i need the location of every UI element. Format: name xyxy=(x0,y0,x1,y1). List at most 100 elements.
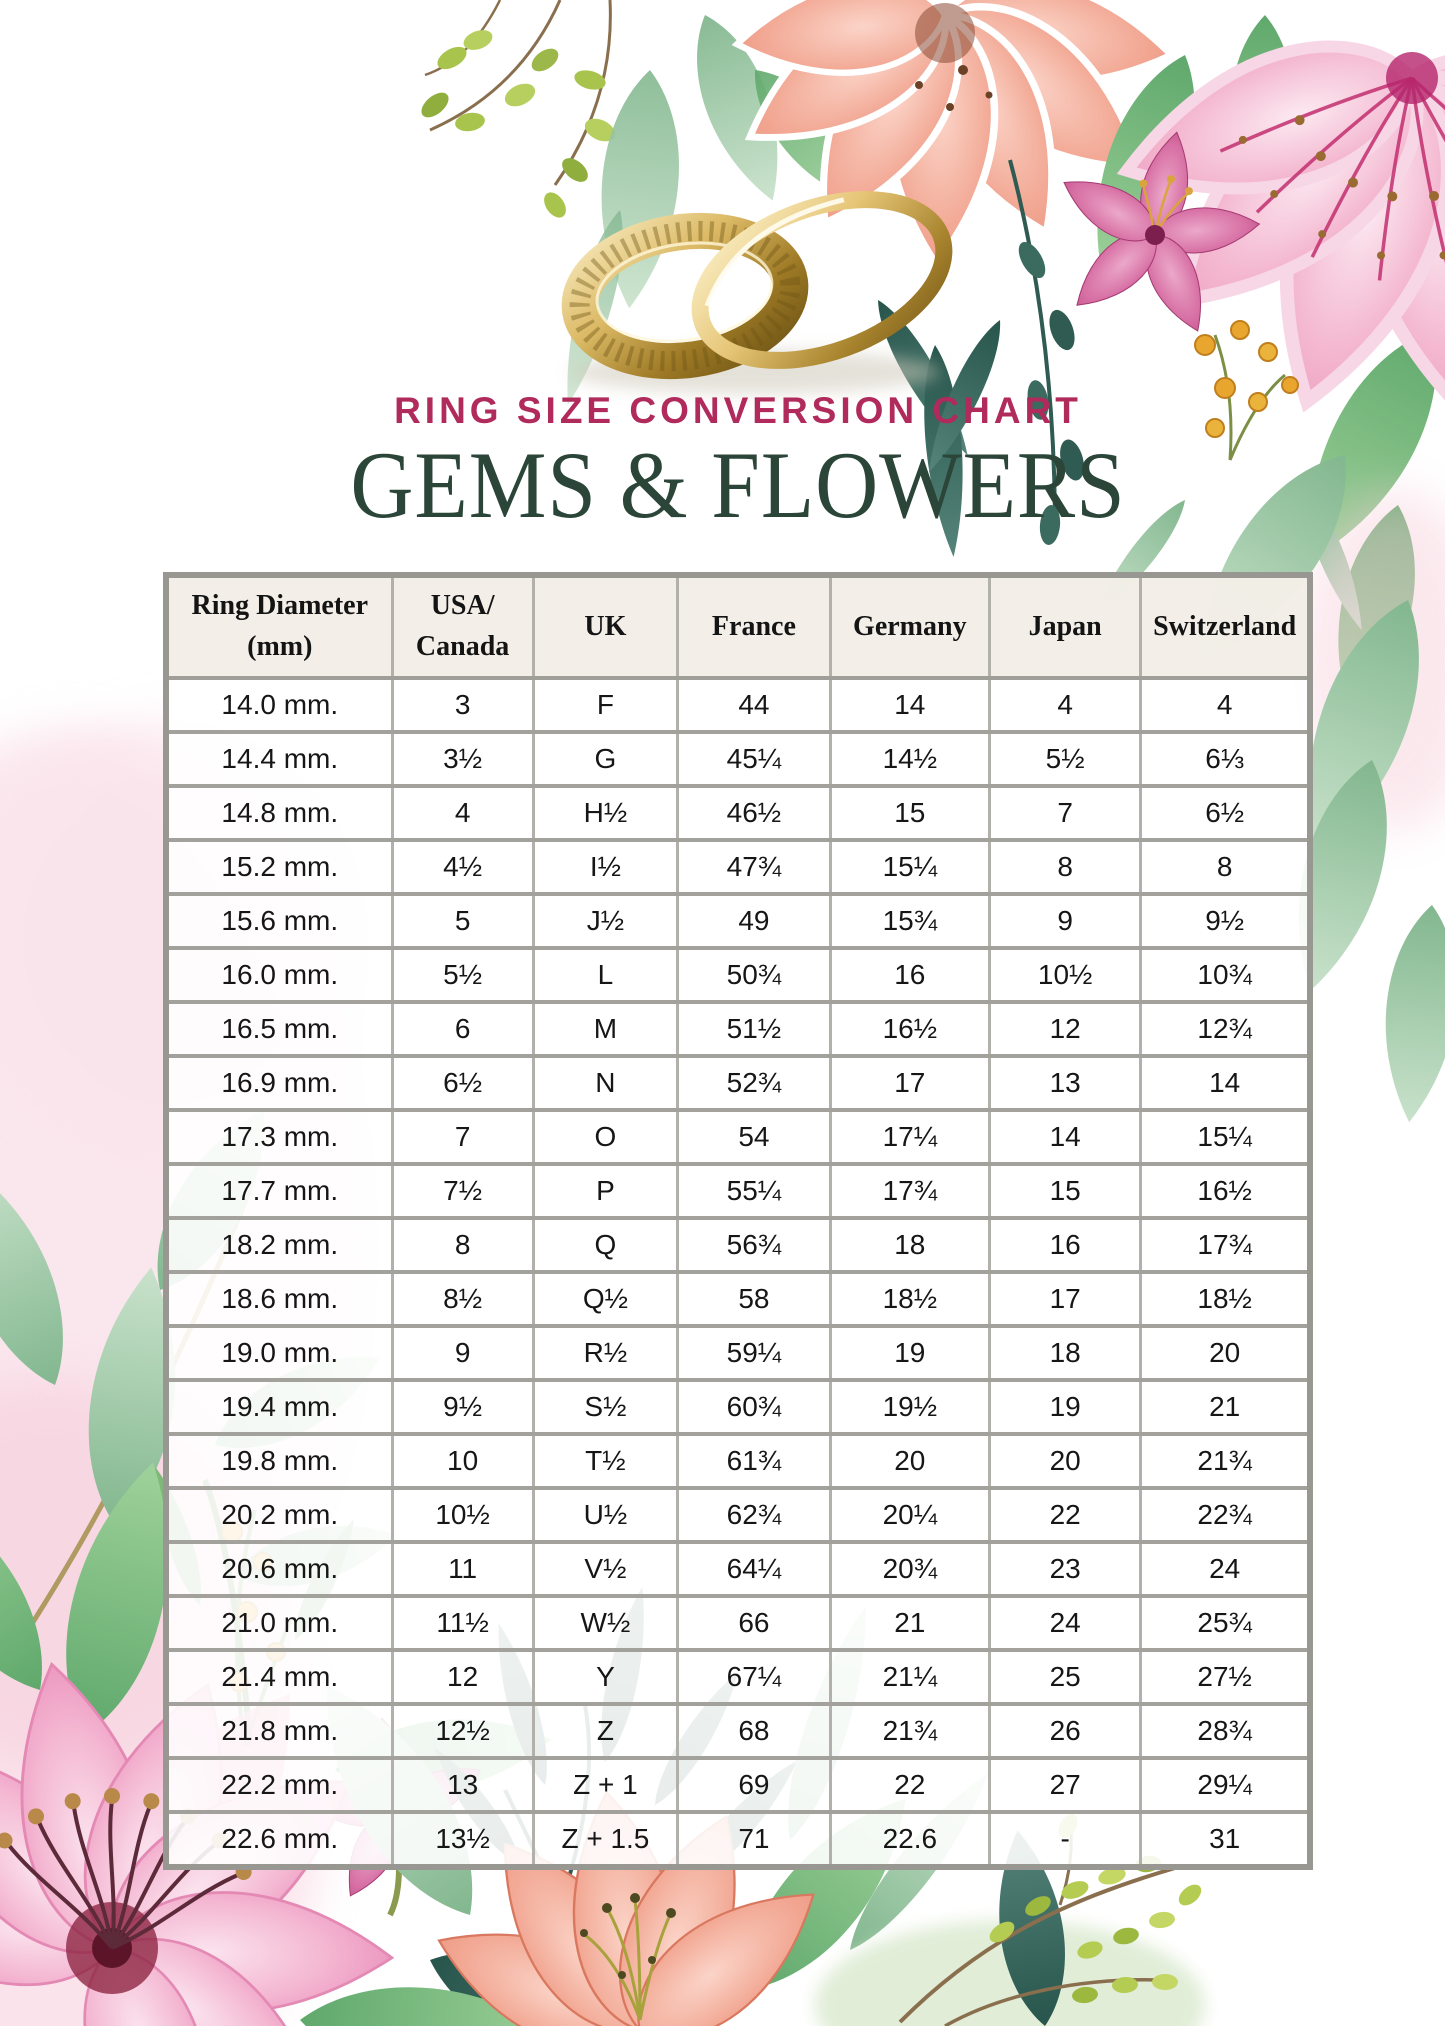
table-cell: 7½ xyxy=(390,1162,534,1218)
table-cell: 21¾ xyxy=(1139,1432,1307,1488)
table-cell: 6 xyxy=(390,1000,534,1056)
table-cell: 52¾ xyxy=(676,1054,831,1110)
table-cell: T½ xyxy=(531,1432,678,1488)
table-cell: 21 xyxy=(828,1594,990,1650)
table-cell: 9½ xyxy=(1139,892,1307,948)
column-header-3: France xyxy=(676,578,831,680)
table-cell: - xyxy=(987,1810,1141,1864)
table-cell: 16 xyxy=(987,1216,1141,1272)
table-cell: 12 xyxy=(390,1648,534,1704)
table-cell: 10½ xyxy=(390,1486,534,1542)
table-row: 15.2 mm. 4½ I½ 47¾ 15¼ 8 8 xyxy=(169,838,1307,894)
table-cell: 21¾ xyxy=(828,1702,990,1758)
table-cell: 22 xyxy=(987,1486,1141,1542)
table-cell: 66 xyxy=(676,1594,831,1650)
table-cell: 15.2 mm. xyxy=(169,838,393,894)
table-cell: 6½ xyxy=(390,1054,534,1110)
table-cell: O xyxy=(531,1108,678,1164)
table-cell: N xyxy=(531,1054,678,1110)
table-cell: 3 xyxy=(390,676,534,732)
table-cell: 5½ xyxy=(390,946,534,1002)
table-cell: 14.0 mm. xyxy=(169,676,393,732)
table-cell: 47¾ xyxy=(676,838,831,894)
ring-size-table: Ring Diameter (mm) USA/ Canada UK France Ger… xyxy=(169,578,1307,1864)
table-cell: P xyxy=(531,1162,678,1218)
table-cell: 46½ xyxy=(676,784,831,840)
top-center-teal-leaves xyxy=(865,159,1084,559)
table-cell: 22.2 mm. xyxy=(169,1756,393,1812)
table-cell: U½ xyxy=(531,1486,678,1542)
table-cell: H½ xyxy=(531,784,678,840)
table-row: 15.6 mm. 5 J½ 49 15¾ 9 9½ xyxy=(169,892,1307,948)
table-cell: 20 xyxy=(1139,1324,1307,1380)
column-header-6: Switzerland xyxy=(1139,578,1307,680)
table-cell: 9 xyxy=(987,892,1141,948)
table-cell: 56¾ xyxy=(676,1216,831,1272)
table-row: 14.8 mm. 4 H½ 46½ 15 7 6½ xyxy=(169,784,1307,840)
table-cell: 21¼ xyxy=(828,1648,990,1704)
table-cell: 9 xyxy=(390,1324,534,1380)
table-body: 14.0 mm. 3 F 44 14 4 4 14.4 mm. 3½ G 45¼ 14½ 5½ 6⅓ 14.… xyxy=(169,676,1307,1864)
table-cell: 6⅓ xyxy=(1139,730,1307,786)
table-cell: 14 xyxy=(1139,1054,1307,1110)
table-row: 21.8 mm. 12½ Z 68 21¾ 26 28¾ xyxy=(169,1702,1307,1758)
table-cell: 58 xyxy=(676,1270,831,1326)
table-cell: 22 xyxy=(828,1756,990,1812)
top-right-pink-lily xyxy=(1067,14,1445,726)
table-cell: 51½ xyxy=(676,1000,831,1056)
table-cell: 23 xyxy=(987,1540,1141,1596)
table-cell: 15 xyxy=(828,784,990,840)
table-cell: 17 xyxy=(987,1270,1141,1326)
right-berry-sprig xyxy=(1085,320,1374,635)
header-row: Ring Diameter (mm) USA/ Canada UK France Ger… xyxy=(169,578,1307,680)
table-cell: 10¾ xyxy=(1139,946,1307,1002)
table-row: 19.4 mm. 9½ S½ 60¾ 19½ 19 21 xyxy=(169,1378,1307,1434)
table-row: 16.5 mm. 6 M 51½ 16½ 12 12¾ xyxy=(169,1000,1307,1056)
table-cell: 11 xyxy=(390,1540,534,1596)
table-cell: 18½ xyxy=(828,1270,990,1326)
table-cell: 68 xyxy=(676,1702,831,1758)
table-cell: 28¾ xyxy=(1139,1702,1307,1758)
table-cell: M xyxy=(531,1000,678,1056)
table-cell: 29¼ xyxy=(1139,1756,1307,1812)
table-cell: 22.6 mm. xyxy=(169,1810,393,1864)
table-cell: 20 xyxy=(828,1432,990,1488)
table-cell: 13 xyxy=(390,1756,534,1812)
table-cell: 17 xyxy=(828,1054,990,1110)
table-cell: 10 xyxy=(390,1432,534,1488)
table-cell: 20 xyxy=(987,1432,1141,1488)
table-cell: 12¾ xyxy=(1139,1000,1307,1056)
table-cell: L xyxy=(531,946,678,1002)
table-cell: 5 xyxy=(390,892,534,948)
table-cell: 19.0 mm. xyxy=(169,1324,393,1380)
table-cell: 16 xyxy=(828,946,990,1002)
table-cell: 12 xyxy=(987,1000,1141,1056)
table-cell: 8 xyxy=(987,838,1141,894)
table-row: 14.4 mm. 3½ G 45¼ 14½ 5½ 6⅓ xyxy=(169,730,1307,786)
table-cell: 18.2 mm. xyxy=(169,1216,393,1272)
table-cell: R½ xyxy=(531,1324,678,1380)
table-cell: G xyxy=(531,730,678,786)
column-header-4: Germany xyxy=(828,578,990,680)
table-cell: 50¾ xyxy=(676,946,831,1002)
table-cell: 20¾ xyxy=(828,1540,990,1596)
table-cell: 15¼ xyxy=(1139,1108,1307,1164)
table-cell: 9½ xyxy=(390,1378,534,1434)
table-cell: 21.4 mm. xyxy=(169,1648,393,1704)
table-row: 17.7 mm. 7½ P 55¼ 17¾ 15 16½ xyxy=(169,1162,1307,1218)
table-cell: 7 xyxy=(390,1108,534,1164)
table-cell: 4 xyxy=(390,784,534,840)
table-cell: Q xyxy=(531,1216,678,1272)
table-row: 18.2 mm. 8 Q 56¾ 18 16 17¾ xyxy=(169,1216,1307,1272)
table-cell: V½ xyxy=(531,1540,678,1596)
table-cell: 22.6 xyxy=(828,1810,990,1864)
table-cell: 49 xyxy=(676,892,831,948)
table-cell: 61¾ xyxy=(676,1432,831,1488)
table-cell: 19½ xyxy=(828,1378,990,1434)
chart-title: GEMS & FLOWERS xyxy=(350,432,1126,538)
table-cell: 8 xyxy=(1139,838,1307,894)
table-cell: 25 xyxy=(987,1648,1141,1704)
table-cell: 16.0 mm. xyxy=(169,946,393,1002)
table-cell: 18 xyxy=(828,1216,990,1272)
